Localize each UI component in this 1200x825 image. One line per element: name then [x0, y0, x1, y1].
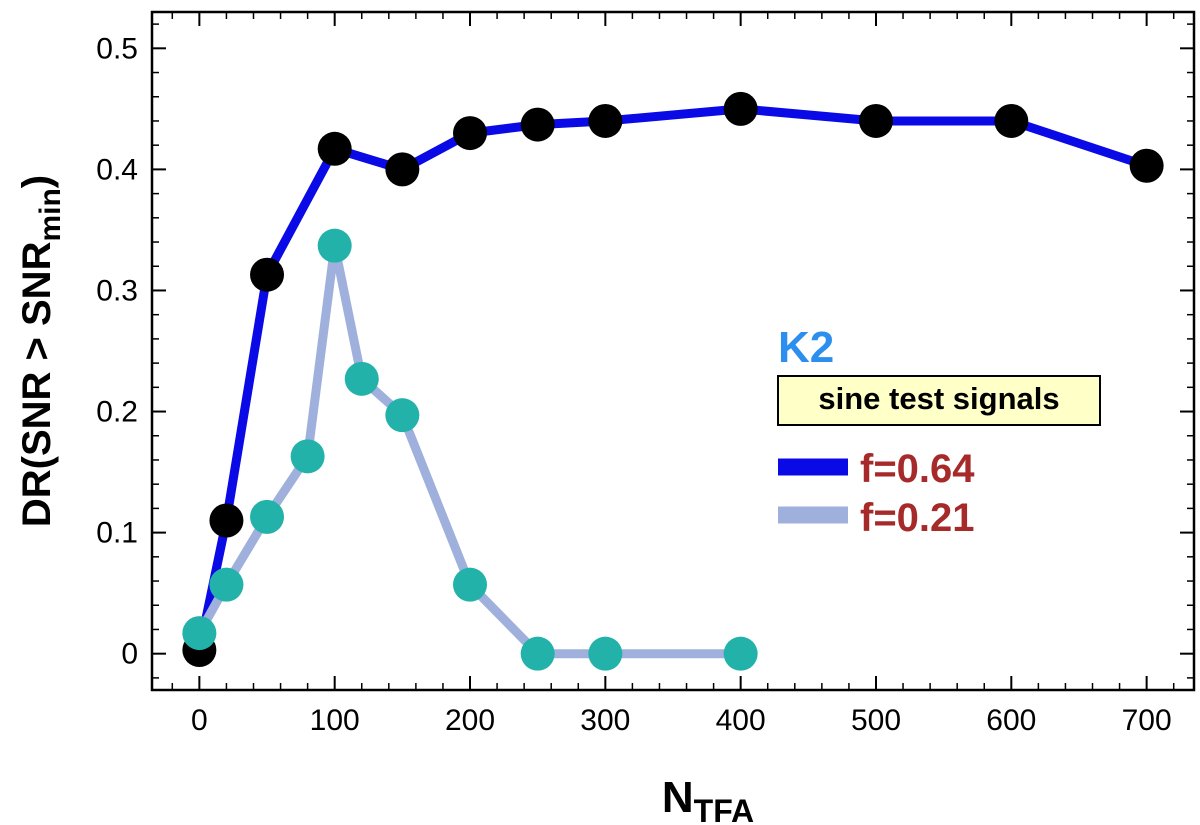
data-point-f064	[858, 103, 893, 138]
data-point-f021	[317, 228, 352, 263]
x-axis-title-subscript: TFA	[694, 793, 754, 825]
legend: f=0.64 f=0.21	[778, 447, 975, 540]
series-layer	[182, 91, 1164, 671]
data-point-f064	[209, 503, 244, 538]
x-axis-title: NTFA	[662, 773, 754, 825]
legend-label-f021: f=0.21	[860, 496, 975, 540]
x-tick-labels: 0 100 200 300 400 500 600 700	[191, 704, 1172, 737]
data-point-f021	[209, 567, 244, 602]
data-point-f021	[453, 567, 488, 602]
data-point-f021	[344, 361, 379, 396]
data-point-f064	[520, 107, 555, 142]
legend-label-f064: f=0.64	[860, 447, 975, 491]
annotation-box	[777, 375, 1101, 426]
x-tick-label: 400	[716, 704, 766, 737]
y-axis-title-prefix: DR(SNR > SNR	[15, 241, 59, 527]
data-point-f064	[250, 257, 285, 292]
x-tick-label: 200	[445, 704, 495, 737]
data-point-f064	[1129, 148, 1164, 183]
x-tick-label: 500	[851, 704, 901, 737]
data-point-f064	[588, 103, 623, 138]
data-point-f021	[250, 499, 285, 534]
annotation-k2: K2	[778, 323, 834, 372]
x-tick-label: 0	[191, 704, 208, 737]
data-point-f021	[385, 398, 420, 433]
x-tick-label: 300	[580, 704, 630, 737]
y-tick-label: 0.5	[96, 32, 138, 65]
data-point-f021	[520, 636, 555, 671]
y-tick-label: 0.4	[96, 153, 138, 186]
series-line-f064	[194, 104, 1149, 651]
plot-frame	[150, 10, 1196, 692]
x-tick-label: 700	[1122, 704, 1172, 737]
y-tick-label: 0.1	[96, 517, 138, 550]
data-point-f021	[588, 636, 623, 671]
data-point-f021	[290, 439, 325, 474]
data-point-f021	[182, 616, 217, 651]
y-tick-label: 0	[121, 638, 138, 671]
y-axis-title: DR(SNR > SNRmin)	[15, 175, 67, 527]
x-axis-title-main: N	[662, 773, 694, 822]
x-tick-label: 600	[986, 704, 1036, 737]
y-tick-label: 0.2	[96, 396, 138, 429]
data-point-f021	[723, 636, 758, 671]
y-tick-labels: 0 0.1 0.2 0.3 0.4 0.5	[96, 32, 138, 670]
data-point-f064	[994, 103, 1029, 138]
y-axis-title-suffix: )	[15, 175, 59, 188]
x-tick-label: 100	[310, 704, 360, 737]
data-point-f064	[723, 91, 758, 126]
data-point-f064	[317, 131, 352, 166]
data-point-f064	[453, 116, 488, 151]
annotation-box-text: sine test signals	[818, 381, 1059, 416]
y-tick-label: 0.3	[96, 274, 138, 307]
y-axis-title-subscript: min	[34, 188, 67, 241]
data-point-f064	[385, 152, 420, 187]
